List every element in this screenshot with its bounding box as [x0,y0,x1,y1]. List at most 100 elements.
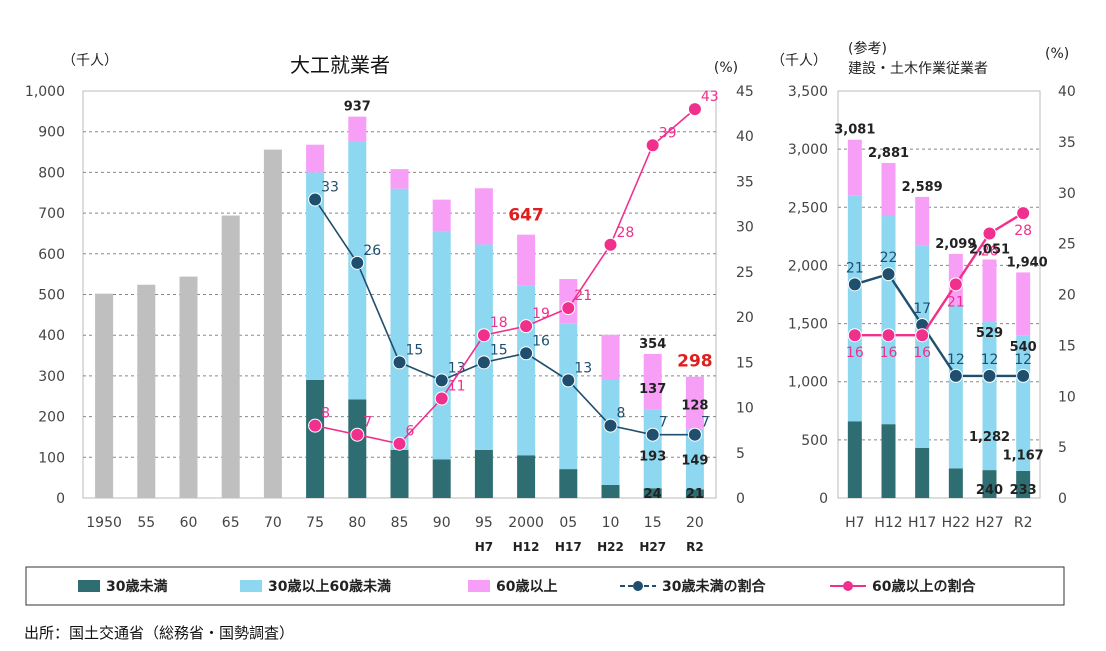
left-bar-over60 [685,376,704,429]
left-point-under30-ratio [603,418,618,433]
left-bar-under30 [601,484,620,498]
left-total-label-80: 937 [344,100,371,115]
left-bar-under30 [390,449,409,498]
right-label-over60-ratio: 21 [947,294,965,310]
left-x-tick: 20 [686,515,704,531]
left-label-over60-ratio: 21 [574,288,592,304]
left-x-tick: 75 [306,515,324,531]
right-bar-under30 [1016,470,1031,498]
right-y2-tick: 25 [1058,237,1076,253]
left-era-tick: H22 [597,540,624,554]
right-bar-over60 [982,259,997,322]
right-x-tick: H7 [845,515,864,531]
right-x-tick: R2 [1014,515,1033,531]
left-bar-over60 [643,353,662,410]
right-point-over60-ratio [915,328,930,343]
right-line-over60-ratio [854,212,1024,337]
right-y2-tick: 40 [1058,84,1076,100]
left-y2-tick: 20 [736,310,754,326]
left-era-tick: H27 [639,540,666,554]
right-bar-30to60 [948,305,963,469]
right-x-tick: H12 [874,515,902,531]
legend-swatch-2 [468,580,490,592]
right-y2-tick: 10 [1058,389,1076,405]
left-x-tick: 70 [264,515,282,531]
right-point-over60-ratio [982,226,997,241]
right-bar-30to60 [982,321,997,471]
left-label-under30-ratio: 7 [701,415,710,431]
left-total-label-2000: 647 [508,206,544,226]
left-point-over60-ratio [603,237,618,252]
right-point-under30-ratio [847,277,862,292]
left-label-under30-ratio: 8 [617,406,626,422]
right-total-label: 2,099 [935,237,976,252]
right-y-tick: 2,500 [788,200,828,216]
right-point-over60-ratio [948,277,963,292]
right-point-over60-ratio [881,328,896,343]
left-bar-total-gray [179,276,198,498]
left-line-over60-ratio [314,108,696,445]
left-bar-under30 [559,469,578,498]
right-total-label: 2,881 [868,146,909,161]
right-point-under30-ratio [948,368,963,383]
left-x-tick: 90 [433,515,451,531]
left-y2-tick: 40 [736,129,754,145]
right-label-over60-ratio: 16 [913,345,931,361]
left-y2-tick: 35 [736,174,754,190]
left-bar-under30 [517,455,536,498]
left-x-tick: 95 [475,515,493,531]
right-point-under30-ratio [982,368,997,383]
left-y-unit: （千人） [62,53,118,69]
left-bar-under30 [643,488,662,498]
right-label-over60-ratio: 16 [880,345,898,361]
left-y2-tick: 45 [736,84,754,100]
legend-marker-3 [633,581,643,591]
right-bar-30to60 [881,216,896,425]
left-young-label-h27: 24 [644,487,662,502]
left-bar-under30 [306,379,325,498]
left-total-label-r2: 298 [677,352,713,372]
left-point-under30-ratio [434,373,449,388]
left-mid-label-r2: 149 [681,453,708,468]
left-bar-30to60 [559,323,578,470]
left-y2-tick: 25 [736,265,754,281]
right-y2-tick: 15 [1058,338,1076,354]
right-point-over60-ratio [1016,206,1031,221]
left-bar-total-gray [137,284,156,498]
left-x-tick: 10 [602,515,620,531]
left-x-tick: 55 [137,515,155,531]
right-y2-tick: 35 [1058,135,1076,151]
legend-label-4: 60歳以上の割合 [872,578,976,595]
left-y2-tick: 30 [736,220,754,236]
right-total-label: 3,081 [834,123,875,138]
left-point-over60-ratio [392,436,407,451]
left-point-under30-ratio [687,427,702,442]
legend-swatch-0 [78,580,100,592]
left-point-over60-ratio [350,427,365,442]
right-over60-label-r2: 540 [1010,340,1037,355]
left-bar-over60 [432,199,451,232]
left-label-over60-ratio: 8 [321,406,330,422]
source-note: 出所：国土交通省（総務省・国勢調査） [24,624,295,642]
left-label-under30-ratio: 13 [574,360,592,376]
right-y2-tick: 30 [1058,186,1076,202]
legend-label-3: 30歳未満の割合 [662,578,766,595]
left-label-over60-ratio: 7 [363,415,372,431]
left-bar-30to60 [474,244,493,450]
right-bar-over60 [847,139,862,196]
right-plot-frame [837,90,1041,499]
right-point-under30-ratio [881,267,896,282]
left-era-tick: H12 [513,540,540,554]
left-x-tick: 60 [180,515,198,531]
right-y-tick: 2,000 [788,258,828,274]
right-bar-under30 [915,447,930,498]
right-x-tick: H17 [908,515,936,531]
left-point-under30-ratio [519,346,534,361]
left-bar-under30 [432,459,451,498]
left-point-under30-ratio [392,355,407,370]
right-label-over60-ratio: 26 [981,243,999,259]
right-y-tick: 3,500 [788,84,828,100]
left-y2-tick: 10 [736,401,754,417]
left-bar-under30 [348,399,367,498]
left-point-under30-ratio [561,373,576,388]
